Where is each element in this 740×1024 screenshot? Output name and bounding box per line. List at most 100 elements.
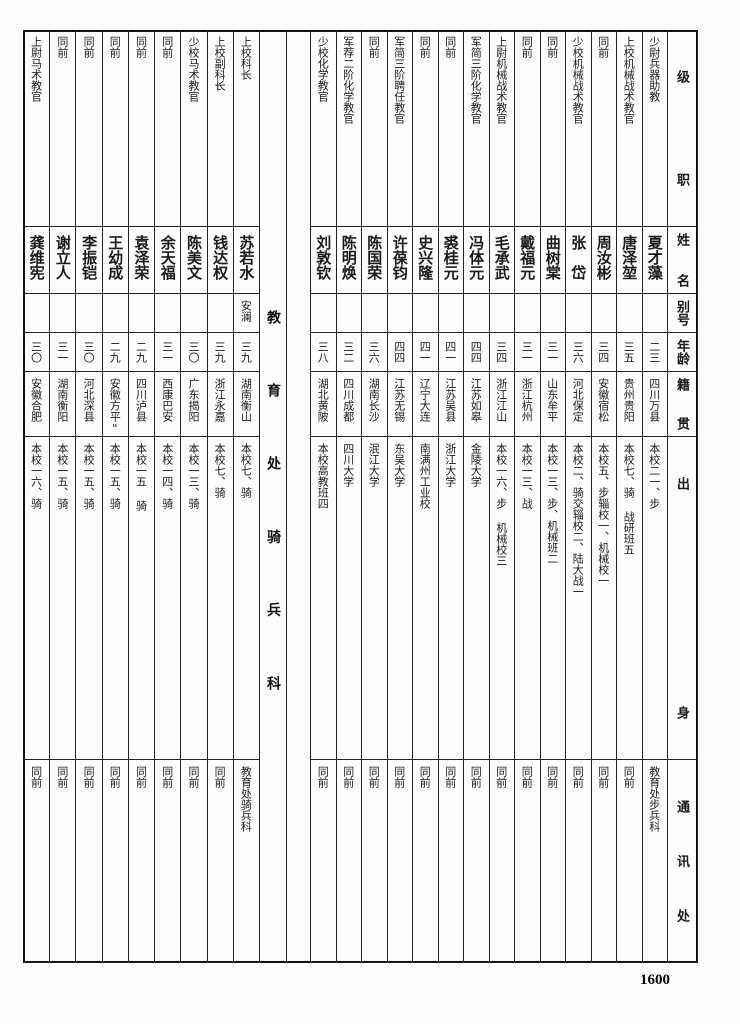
column-divider <box>286 30 287 963</box>
cell-rank: 同前 <box>49 30 77 227</box>
cell-hometown: 江苏无锡 <box>386 372 413 437</box>
cell-hometown: 湖南衡阳 <box>49 372 77 437</box>
cell-rank: 同前 <box>101 30 129 227</box>
cell-alias <box>180 294 208 333</box>
cell-name: 余天福 <box>154 227 182 294</box>
cell-age: 三二 <box>335 333 362 372</box>
cell-alias <box>412 294 439 333</box>
cell-address: 同前 <box>539 760 566 963</box>
cell-education: 本校七、骑 战研班五 <box>616 437 643 760</box>
cell-alias <box>590 294 617 333</box>
cell-name: 王幼成 <box>101 227 129 294</box>
cell-rank: 军简三阶聘任教官 <box>386 30 413 227</box>
cell-age: 三五 <box>616 333 643 372</box>
cell-age: 三〇 <box>75 333 103 372</box>
cell-hometown: 浙江江山 <box>488 372 515 437</box>
cell-hometown: 四川成都 <box>335 372 362 437</box>
cell-age: 三〇 <box>180 333 208 372</box>
cell-name: 唐泽堃 <box>616 227 643 294</box>
cell-education: 东吴大学 <box>386 437 413 760</box>
cell-address: 同前 <box>335 760 362 963</box>
cell-alias: 安澜 <box>232 294 260 333</box>
cell-education: 四川大学 <box>335 437 362 760</box>
cell-hometown: 四川泸县 <box>127 372 156 437</box>
cell-name: 许葆钧 <box>386 227 413 294</box>
cell-education: 南满州工业校 <box>412 437 439 760</box>
cell-hometown: 四川万县 <box>641 372 668 437</box>
cell-education: 本校一三、战 <box>514 437 541 760</box>
cell-address: 同前 <box>514 760 541 963</box>
cell-hometown: 湖南衡山 <box>232 372 260 437</box>
cell-education: 本校高教班四 <box>310 437 337 760</box>
cell-rank: 同前 <box>154 30 182 227</box>
cell-name: 钱达权 <box>206 227 234 294</box>
cell-education: 浙江大学 <box>437 437 464 760</box>
cell-alias <box>514 294 541 333</box>
cell-education: 本校一四、骑 <box>154 437 182 760</box>
cell-age: 四四 <box>463 333 490 372</box>
cell-address: 同前 <box>386 760 413 963</box>
cell-rank: 同前 <box>590 30 617 227</box>
cell-age: 二三 <box>641 333 668 372</box>
cell-alias <box>23 294 51 333</box>
cell-age: 三一 <box>49 333 77 372</box>
section-title: 教育处骑兵科 <box>265 310 281 690</box>
header-education: 出身 <box>667 437 698 760</box>
cell-address: 同前 <box>361 760 388 963</box>
cell-rank: 上尉机械战术教官 <box>488 30 515 227</box>
cell-alias <box>310 294 337 333</box>
cell-hometown: 山东牟平 <box>539 372 566 437</box>
cell-rank: 少尉兵器助教 <box>641 30 668 227</box>
cell-rank: 同前 <box>361 30 388 227</box>
cell-name: 史兴隆 <box>412 227 439 294</box>
cell-education: 金陵大学 <box>463 437 490 760</box>
cell-address: 教育处步兵科 <box>641 760 668 963</box>
cell-hometown: 江苏如皋 <box>463 372 490 437</box>
cell-education: 本校七、骑 <box>206 437 234 760</box>
cell-hometown: 广东揭阳 <box>180 372 208 437</box>
cell-education: 本校一三、步、机械班二 <box>539 437 566 760</box>
cell-name: 夏才藻 <box>641 227 668 294</box>
cell-age: 三六 <box>565 333 592 372</box>
cell-name: 裘桂元 <box>437 227 464 294</box>
cell-rank: 同前 <box>437 30 464 227</box>
cell-education: 本校二一、步 <box>641 437 668 760</box>
header-address: 通讯处 <box>667 760 698 963</box>
cell-age: 二九 <box>127 333 156 372</box>
cell-hometown: 江苏吴县 <box>437 372 464 437</box>
header-hometown: 籍贯 <box>667 372 698 437</box>
cell-rank: 上校机械战术教官 <box>616 30 643 227</box>
cell-hometown: 湖南长沙 <box>361 372 388 437</box>
cell-address: 同前 <box>75 760 103 963</box>
cell-age: 三〇 <box>23 333 51 372</box>
cell-name: 毛承武 <box>488 227 515 294</box>
cell-alias <box>437 294 464 333</box>
cell-age: 四一 <box>412 333 439 372</box>
cell-age: 三一 <box>539 333 566 372</box>
cell-rank: 上校科长 <box>232 30 260 227</box>
cell-alias <box>154 294 182 333</box>
cell-name: 陈国荣 <box>361 227 388 294</box>
cell-name: 苏若水 <box>232 227 260 294</box>
cell-address: 同前 <box>23 760 51 963</box>
cell-age: 三九 <box>206 333 234 372</box>
cell-name: 戴福元 <box>514 227 541 294</box>
cell-alias <box>641 294 668 333</box>
cell-education: 本校一六、骑 <box>23 437 51 760</box>
cell-education: 本校一五、骑 <box>101 437 129 760</box>
cell-address: 同前 <box>437 760 464 963</box>
cell-alias <box>361 294 388 333</box>
cell-alias <box>206 294 234 333</box>
cell-rank: 军荐二阶化学教官 <box>335 30 362 227</box>
cell-hometown: 浙江永嘉 <box>206 372 234 437</box>
cell-address: 同前 <box>154 760 182 963</box>
cell-rank: 同前 <box>75 30 103 227</box>
cell-age: 三四 <box>488 333 515 372</box>
cell-hometown: 贵州贵阳 <box>616 372 643 437</box>
cell-alias <box>75 294 103 333</box>
cell-address: 同前 <box>127 760 156 963</box>
cell-name: 曲树棠 <box>539 227 566 294</box>
cell-address: 同前 <box>488 760 515 963</box>
cell-rank: 同前 <box>412 30 439 227</box>
